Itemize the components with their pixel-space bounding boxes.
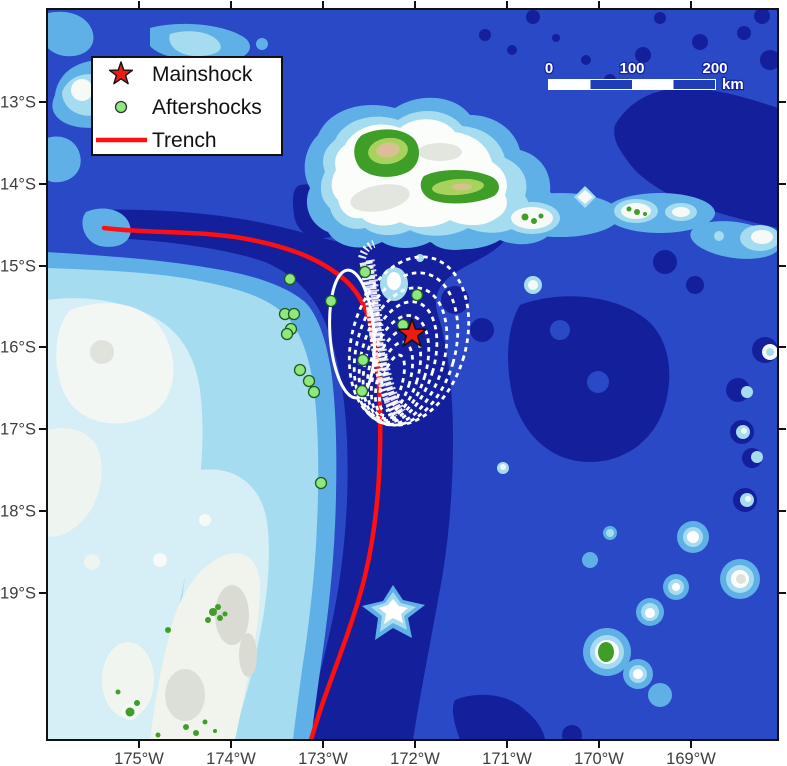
shallow-bank xyxy=(380,254,542,474)
legend-aftershock-marker xyxy=(114,100,128,114)
legend: Mainshock Aftershocks Trench xyxy=(91,56,283,156)
lat-tick-label: 17°S xyxy=(0,421,36,439)
lon-tick-label: 169°W xyxy=(666,750,716,766)
aftershock-dot xyxy=(302,374,316,388)
scalebar-segment xyxy=(632,80,674,89)
tonga-platform xyxy=(47,252,337,740)
lon-tick-label: 170°W xyxy=(574,750,624,766)
rupture-ellipse xyxy=(328,268,376,400)
aftershock-dot xyxy=(280,327,294,341)
slip-contour xyxy=(361,300,439,424)
aftershock-dot xyxy=(358,265,372,279)
samoa-islands xyxy=(304,97,778,259)
scalebar-segment xyxy=(590,80,632,89)
aftershock-dot xyxy=(287,307,301,321)
legend-label: Mainshock xyxy=(152,63,253,86)
map-frame xyxy=(46,8,779,741)
lat-tick-label: 16°S xyxy=(0,339,36,357)
lat-tick-label: 13°S xyxy=(0,94,36,112)
aftershock-dot xyxy=(283,272,297,286)
slip-contour xyxy=(352,271,460,427)
aftershock-dot xyxy=(314,476,328,490)
axis-ticks xyxy=(39,1,786,748)
basin-hole xyxy=(587,371,609,393)
aftershock-dot xyxy=(324,294,338,308)
aftershocks-layer xyxy=(278,265,424,490)
lon-tick-label: 171°W xyxy=(482,750,532,766)
lon-tick-label: 175°W xyxy=(114,750,164,766)
aftershock-dot xyxy=(307,385,321,399)
scalebar-segment xyxy=(673,80,715,89)
slip-contour xyxy=(365,314,431,422)
scalebar-segment xyxy=(549,80,591,89)
scalebar-label: 100 xyxy=(619,60,644,77)
lat-tick-label: 14°S xyxy=(0,176,36,194)
niue-island xyxy=(598,642,614,662)
scalebar-label: 0 xyxy=(545,60,553,77)
aftershock-dot xyxy=(356,353,370,367)
legend-label: Trench xyxy=(152,129,217,152)
lat-tick-label: 19°S xyxy=(0,585,36,603)
scalebar-unit: km xyxy=(722,76,744,93)
scalebar-label: 200 xyxy=(702,60,727,77)
mainshock-layer xyxy=(396,318,428,347)
aftershock-dot xyxy=(355,384,369,398)
mainshock-star xyxy=(396,318,428,347)
aftershock-dot xyxy=(410,288,424,302)
legend-mainshock-marker xyxy=(108,61,134,85)
aftershock-dot xyxy=(293,363,307,377)
star-seamount xyxy=(362,585,425,640)
slip-contour xyxy=(369,327,423,421)
lon-tick-label: 173°W xyxy=(298,750,348,766)
legend-label: Aftershocks xyxy=(152,96,262,119)
east-seamount-specks xyxy=(736,344,778,507)
slip-contour xyxy=(378,353,406,413)
lat-tick-label: 15°S xyxy=(0,258,36,276)
lon-tick-label: 174°W xyxy=(206,750,256,766)
lat-tick-label: 18°S xyxy=(0,503,36,521)
lon-tick-label: 172°W xyxy=(390,750,440,766)
rupture-outline xyxy=(328,268,376,400)
southeast-seamounts xyxy=(582,521,760,707)
axis-labels: 175°W 174°W 173°W 172°W 171°W 170°W 169°W 13°S 1… xyxy=(0,94,716,766)
tonga-islets xyxy=(115,604,228,738)
basin-hole xyxy=(550,320,570,340)
